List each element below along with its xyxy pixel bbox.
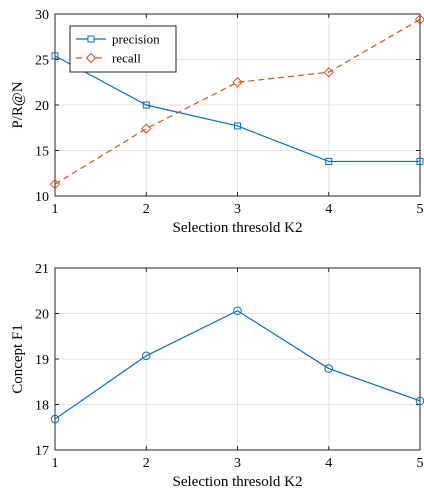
chart2-xtick-label: 3 (234, 456, 241, 471)
chart1-xtick-label: 5 (417, 202, 424, 217)
chart1-point-precision (416, 157, 424, 165)
chart1-point-recall (414, 14, 424, 25)
chart1-xtick-label: 3 (234, 202, 241, 217)
chart1-series-line-precision (54, 55, 420, 163)
chart2-y-axis-label: Concept F1 (10, 324, 26, 394)
chart1-xtick-label: 1 (52, 202, 59, 217)
chart1-ytick-label: 15 (35, 145, 49, 160)
chart1-legend-marker-precision (87, 35, 95, 43)
chart2-xtick-label: 4 (325, 456, 332, 471)
chart1-legend: precision recall (69, 25, 177, 73)
chart2-point-series1 (141, 351, 151, 361)
chart1-legend-label-precision: precision (112, 32, 160, 47)
chart1-xtick-label: 4 (325, 202, 332, 217)
chart1-point-recall (232, 77, 243, 88)
chart1-point-precision (325, 157, 333, 165)
chart2-ytick-label: 17 (35, 444, 49, 459)
chart1-x-axis-label: Selection thresold K2 (173, 220, 303, 236)
chart1-ytick-label: 25 (35, 54, 49, 69)
chart2-ytick-label: 18 (35, 399, 49, 414)
chart1-ytick-label: 10 (35, 190, 49, 205)
chart2-series-line-series1 (54, 310, 421, 420)
chart1-legend-label-recall: recall (112, 51, 141, 66)
chart1-series-line-recall (54, 18, 421, 185)
chart1-ytick-label: 30 (35, 8, 49, 23)
chart2-point-series1 (50, 414, 60, 424)
chart2-xtick-label: 1 (52, 456, 59, 471)
chart2: 1 2 3 4 5 17 18 19 20 21 Selection thresold K2 Conc… (10, 262, 424, 490)
chart2-ytick-label: 20 (35, 308, 49, 323)
chart2-point-series1 (233, 306, 242, 316)
chart2-x-axis-label: Selection thresold K2 (173, 474, 303, 490)
chart2-point-series1 (324, 364, 334, 373)
chart1-point-recall (323, 67, 334, 78)
chart1-legend-marker-recall (85, 52, 97, 64)
chart2-ytick-label: 21 (35, 262, 49, 277)
chart2-ytick-label: 19 (35, 353, 49, 368)
chart1-ytick-label: 20 (35, 99, 49, 114)
chart2-xtick-label: 5 (417, 456, 424, 471)
chart1-legend-box (69, 25, 177, 73)
chart1: 1 2 3 4 5 10 15 20 25 30 Selection thresold K2 P/R@… (10, 8, 424, 236)
chart1-point-precision (51, 52, 59, 60)
chart2-xtick-label: 2 (143, 456, 150, 471)
chart1-xtick-label: 2 (143, 202, 150, 217)
chart1-y-axis-label: P/R@N (10, 81, 26, 128)
chart1-point-precision (142, 101, 150, 109)
chart1-point-precision (234, 122, 241, 130)
chart1-point-recall (141, 123, 152, 134)
chart1-point-recall (49, 178, 61, 190)
